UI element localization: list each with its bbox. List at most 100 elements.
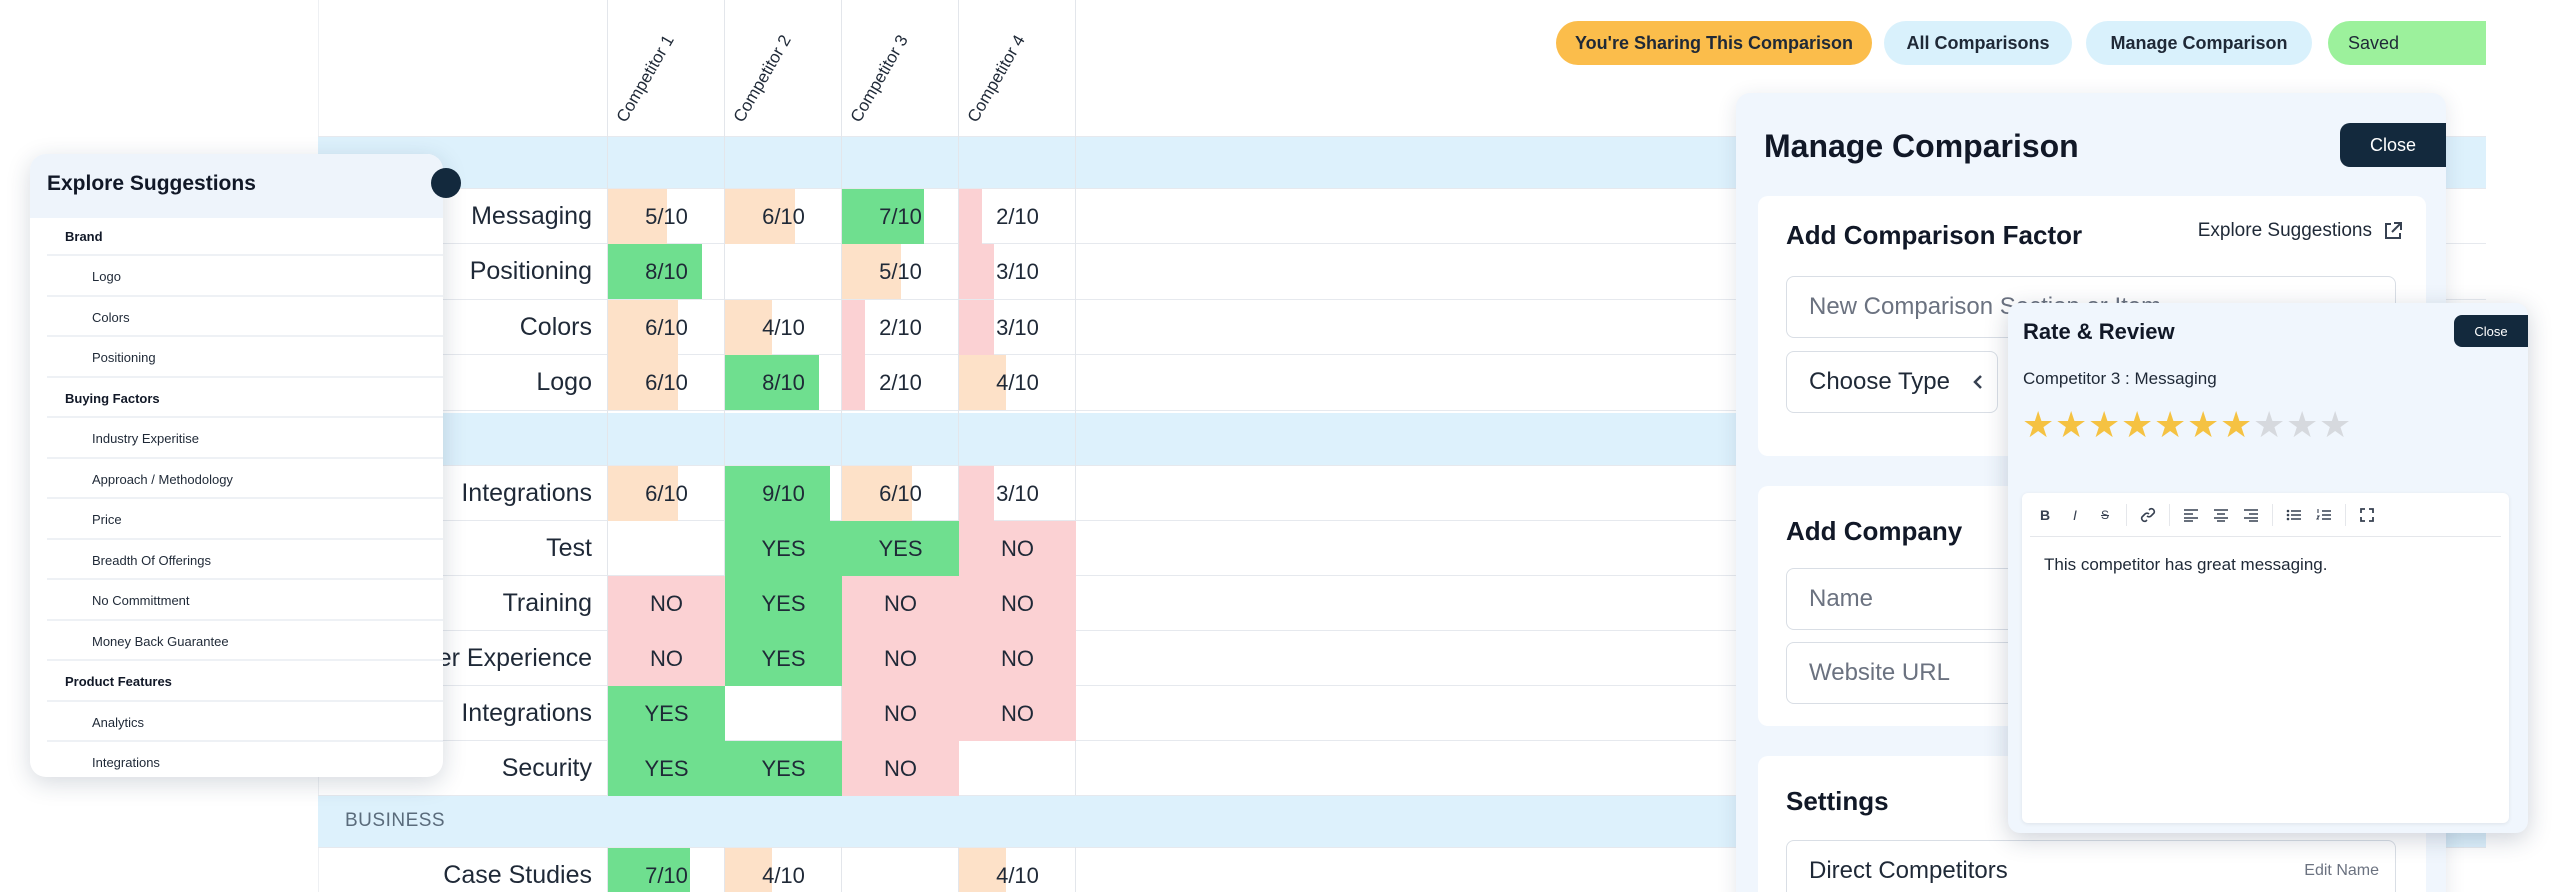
comparison-cell[interactable]: 6/10 (608, 355, 725, 410)
explore-close-button[interactable] (431, 168, 461, 198)
suggestion-item[interactable]: No Committment (47, 583, 443, 621)
star-icon[interactable]: ★ (2121, 404, 2154, 445)
star-icon[interactable]: ★ (2220, 404, 2253, 445)
comparison-cell[interactable]: 6/10 (608, 466, 725, 521)
column-header-competitor-2[interactable]: Competitor 2 (725, 0, 842, 136)
comparison-cell[interactable]: 4/10 (725, 848, 842, 892)
review-editor[interactable]: B I S (2022, 493, 2509, 823)
column-header-label: Competitor 4 (963, 31, 1029, 126)
fullscreen-button[interactable] (2352, 500, 2382, 530)
review-close-button[interactable]: Close (2454, 315, 2528, 347)
cell-fill (842, 189, 924, 244)
bold-button[interactable]: B (2039, 506, 2051, 523)
suggestion-item[interactable]: Positioning (47, 340, 443, 378)
align-center-button[interactable] (2206, 500, 2236, 530)
comparison-cell[interactable]: 2/10 (842, 300, 959, 355)
suggestion-item[interactable]: Analytics (47, 704, 443, 742)
comparison-cell[interactable]: NO (959, 631, 1076, 686)
suggestion-item[interactable]: Approach / Methodology (47, 461, 443, 499)
comparison-cell[interactable]: 2/10 (842, 355, 959, 410)
manage-close-button[interactable]: Close (2340, 123, 2446, 167)
star-icon[interactable]: ★ (2187, 404, 2220, 445)
cell-value: 4/10 (762, 314, 805, 340)
star-icon[interactable]: ★ (2088, 404, 2121, 445)
comparison-cell[interactable]: NO (842, 686, 959, 741)
comparison-cell[interactable]: NO (842, 631, 959, 686)
comparison-name-field[interactable]: Direct Competitors Edit Name (1786, 840, 2396, 892)
comparison-cell[interactable]: NO (959, 521, 1076, 576)
comparison-cell[interactable]: NO (608, 576, 725, 631)
column-header-competitor-1[interactable]: Competitor 1 (608, 0, 725, 136)
comparison-cell[interactable]: NO (959, 686, 1076, 741)
column-header-competitor-4[interactable]: Competitor 4 (959, 0, 1076, 136)
comparison-cell[interactable] (725, 244, 842, 299)
suggestion-item[interactable]: Breadth Of Offerings (47, 542, 443, 580)
link-button[interactable] (2133, 500, 2163, 530)
star-icon[interactable]: ★ (2055, 404, 2088, 445)
numbered-list-button[interactable] (2309, 500, 2339, 530)
suggestion-item[interactable]: Industry Experitise (47, 421, 443, 459)
suggestion-item[interactable]: Logo (47, 259, 443, 297)
comparison-cell[interactable]: YES (725, 631, 842, 686)
review-text[interactable]: This competitor has great messaging. (2044, 555, 2328, 574)
sharing-comparison-button[interactable]: You're Sharing This Comparison (1556, 21, 1872, 65)
italic-button[interactable]: I (2073, 506, 2077, 523)
comparison-cell[interactable]: 8/10 (725, 355, 842, 410)
comparison-cell[interactable]: YES (608, 741, 725, 796)
align-right-icon (2244, 508, 2258, 522)
comparison-cell[interactable]: 3/10 (959, 300, 1076, 355)
comparison-cell[interactable]: YES (725, 521, 842, 576)
align-right-button[interactable] (2236, 500, 2266, 530)
comparison-cell[interactable]: 4/10 (959, 355, 1076, 410)
comparison-cell[interactable]: 6/10 (842, 466, 959, 521)
comparison-cell[interactable]: 3/10 (959, 466, 1076, 521)
row-label: Messaging (471, 202, 592, 230)
comparison-cell[interactable] (959, 741, 1076, 796)
all-comparisons-button[interactable]: All Comparisons (1884, 21, 2072, 65)
comparison-cell[interactable] (608, 521, 725, 576)
comparison-cell[interactable]: 5/10 (608, 189, 725, 244)
comparison-cell[interactable]: YES (608, 686, 725, 741)
comparison-cell[interactable]: 7/10 (842, 189, 959, 244)
choose-type-select[interactable]: Choose Type (1786, 351, 1998, 413)
comparison-cell[interactable]: 4/10 (725, 300, 842, 355)
comparison-cell[interactable]: 7/10 (608, 848, 725, 892)
suggestion-item[interactable]: Money Back Guarantee (47, 623, 443, 661)
edit-name-button[interactable]: Edit Name (2304, 862, 2379, 879)
star-icon[interactable]: ★ (2286, 404, 2319, 445)
explore-suggestions-link[interactable]: Explore Suggestions (2198, 220, 2404, 242)
comparison-cell[interactable]: 6/10 (725, 189, 842, 244)
comparison-cell[interactable]: YES (842, 521, 959, 576)
suggestion-item[interactable]: Price (47, 502, 443, 540)
explore-suggestions-link-label: Explore Suggestions (2197, 220, 2372, 241)
comparison-cell[interactable]: YES (725, 741, 842, 796)
column-header-competitor-3[interactable]: Competitor 3 (842, 0, 959, 136)
comparison-cell[interactable]: 3/10 (959, 244, 1076, 299)
comparison-cell[interactable]: NO (842, 576, 959, 631)
comparison-cell[interactable]: NO (608, 631, 725, 686)
comparison-cell[interactable]: NO (842, 741, 959, 796)
star-icon[interactable]: ★ (2253, 404, 2286, 445)
manage-comparison-button[interactable]: Manage Comparison (2086, 21, 2312, 65)
star-icon[interactable]: ★ (2022, 404, 2055, 445)
align-left-button[interactable] (2176, 500, 2206, 530)
comparison-cell[interactable]: 9/10 (725, 466, 842, 521)
bullet-list-button[interactable] (2279, 500, 2309, 530)
suggestion-item[interactable]: Colors (47, 299, 443, 337)
star-icon[interactable]: ★ (2319, 404, 2352, 445)
grid-row-divider (318, 465, 2486, 466)
star-rating[interactable]: ★ ★ ★ ★ ★ ★ ★ ★ ★ ★ (2022, 407, 2351, 443)
comparison-cell[interactable]: 8/10 (608, 244, 725, 299)
comparison-cell[interactable]: 6/10 (608, 300, 725, 355)
star-icon[interactable]: ★ (2154, 404, 2187, 445)
comparison-cell[interactable]: 5/10 (842, 244, 959, 299)
cell-value: NO (884, 645, 917, 671)
comparison-cell[interactable] (725, 686, 842, 741)
suggestion-item[interactable]: Integrations (47, 745, 443, 778)
comparison-cell[interactable]: 2/10 (959, 189, 1076, 244)
strikethrough-button[interactable]: S (2100, 507, 2109, 522)
comparison-cell[interactable]: NO (959, 576, 1076, 631)
comparison-cell[interactable] (842, 848, 959, 892)
comparison-cell[interactable]: 4/10 (959, 848, 1076, 892)
comparison-cell[interactable]: YES (725, 576, 842, 631)
